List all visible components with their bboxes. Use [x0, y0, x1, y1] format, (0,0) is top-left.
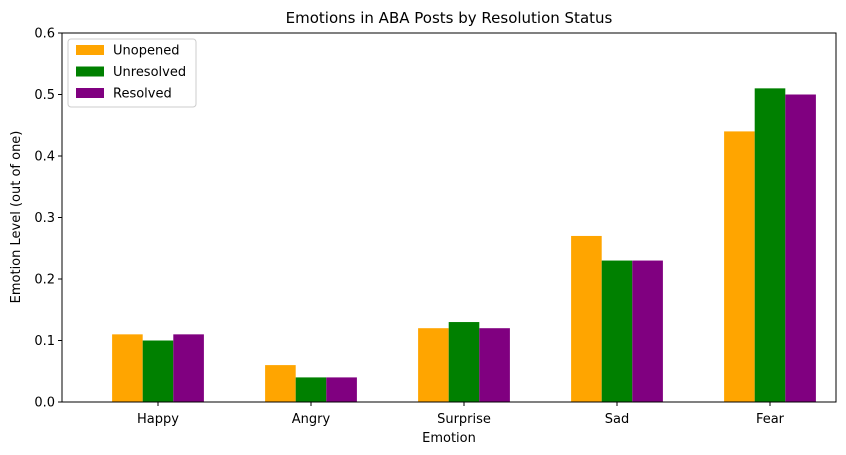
- y-tick-label: 0.3: [34, 211, 55, 226]
- legend-swatch-unresolved: [76, 66, 104, 77]
- x-tick-label-sad: Sad: [605, 412, 629, 427]
- bar-unopened-sad: [571, 235, 602, 402]
- y-tick-label: 0.2: [34, 273, 55, 288]
- bars-group: [112, 88, 816, 402]
- x-axis: Happy Angry Surprise Sad Fear: [137, 402, 785, 427]
- bar-unresolved-surprise: [448, 322, 480, 402]
- y-axis: 0.0 0.1 0.2 0.3 0.4 0.5 0.6: [34, 27, 62, 411]
- y-tick-label: 0.4: [34, 150, 55, 165]
- legend-label-unopened: Unopened: [113, 44, 179, 59]
- x-tick-label-surprise: Surprise: [437, 412, 491, 427]
- bar-unopened-happy: [112, 334, 143, 402]
- legend: Unopened Unresolved Resolved: [67, 38, 197, 108]
- y-tick-label: 0.0: [34, 396, 55, 411]
- y-axis-label: Emotion Level (out of one): [9, 131, 24, 304]
- x-axis-label: Emotion: [422, 431, 476, 446]
- bar-resolved-angry: [326, 377, 357, 402]
- bar-unresolved-fear: [754, 88, 786, 402]
- bar-unresolved-angry: [295, 377, 327, 402]
- chart-title: Emotions in ABA Posts by Resolution Stat…: [286, 9, 613, 27]
- legend-swatch-resolved: [76, 88, 104, 98]
- bar-resolved-sad: [632, 260, 663, 402]
- bar-unresolved-happy: [142, 340, 174, 402]
- x-tick-label-happy: Happy: [137, 412, 179, 427]
- legend-label-resolved: Resolved: [113, 87, 172, 102]
- bar-resolved-happy: [173, 334, 204, 402]
- bar-unopened-surprise: [418, 328, 449, 402]
- bar-resolved-surprise: [479, 328, 510, 402]
- y-tick-label: 0.1: [34, 334, 55, 349]
- bar-resolved-fear: [785, 94, 816, 402]
- x-tick-label-angry: Angry: [292, 412, 331, 427]
- bar-unresolved-sad: [601, 260, 633, 402]
- y-tick-label: 0.6: [34, 27, 55, 42]
- legend-swatch-unopened: [76, 45, 104, 55]
- legend-label-unresolved: Unresolved: [113, 65, 186, 80]
- bar-unopened-angry: [265, 365, 296, 402]
- bar-unopened-fear: [724, 131, 755, 402]
- y-tick-label: 0.5: [34, 88, 55, 103]
- x-tick-label-fear: Fear: [756, 412, 785, 427]
